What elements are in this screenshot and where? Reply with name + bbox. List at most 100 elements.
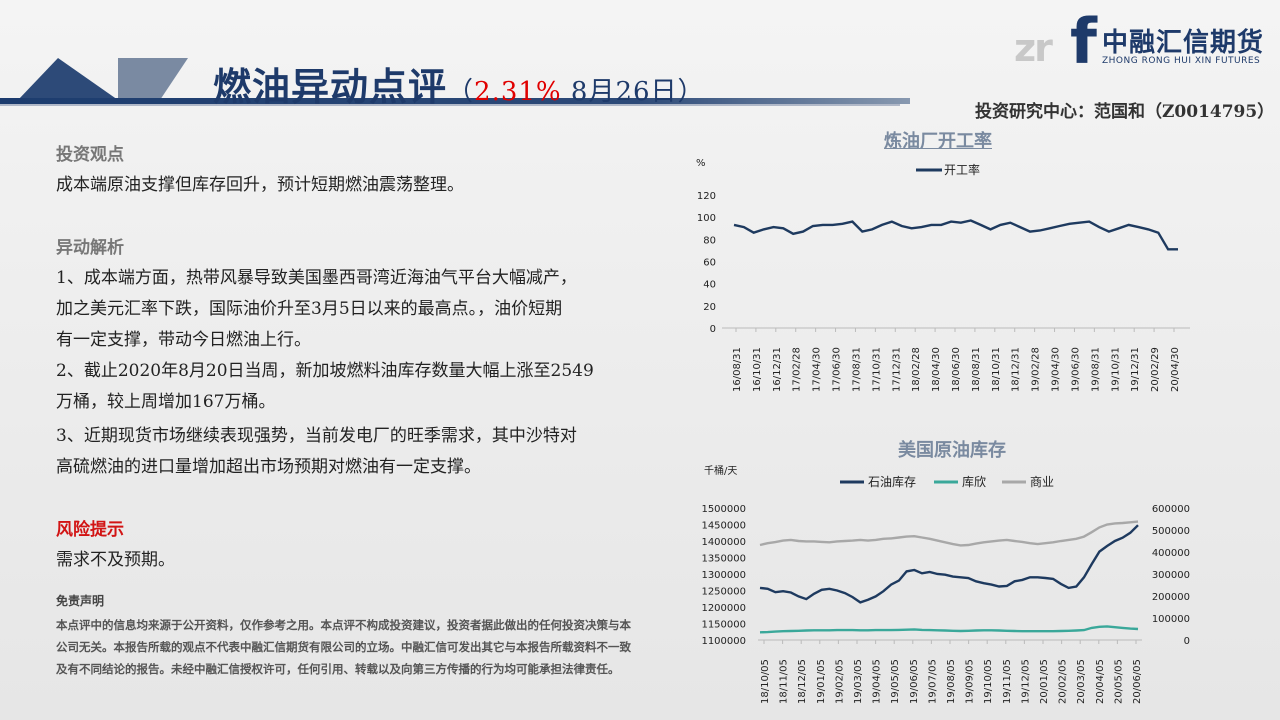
view-heading: 投资观点 [56,145,124,165]
chart1-xtick-label: 20/04/30 [1170,347,1181,392]
chart2-title: 美国原油库存 [898,440,1006,461]
disclaimer-heading: 免责声明 [56,594,105,608]
chart2-xtick-label: 19/01/05 [816,659,827,704]
chart1-xtick-label: 17/10/31 [871,347,882,392]
chart1-xtick-label: 19/08/31 [1090,347,1101,392]
chart2-xtick-label: 19/04/05 [872,659,883,704]
logo-f-mark: f [1070,5,1097,78]
chart2-xtick-label: 19/05/05 [890,659,901,704]
chart1-ytick-label: 40 [703,280,716,291]
chart1-xtick-label: 19/02/28 [1031,347,1042,392]
chart2-ytick-left-label: 1150000 [701,620,746,631]
title-main: 燃油异动点评 [213,64,448,109]
chart1-xtick-label: 19/12/31 [1130,347,1141,392]
chart1-series-line [733,219,1178,251]
chart2-series-line [759,520,1139,547]
analysis-line: 高硫燃油的进口量增加超出市场预期对燃油有一定支撑。 [56,457,481,477]
chart1-xtick-label: 17/08/31 [851,347,862,392]
chart1-xtick-label: 17/02/28 [792,347,803,392]
analysis-line: 1、成本端方面，热带风暴导致美国墨西哥湾近海油气平台大幅减产， [56,268,577,288]
logo-zr-mark: zr [1014,26,1053,70]
chart1-ytick-label: 60 [703,258,716,269]
chart2-ylabel: 千桶/天 [704,464,737,477]
header-triangle-dark [18,58,118,100]
header-triangle-light [118,58,188,100]
chart1-ytick-label: 80 [703,235,716,246]
title-percent: 2.31% [474,77,562,107]
chart1-xtick-label: 16/10/31 [752,347,763,392]
chart2-ytick-left-label: 1450000 [701,521,746,532]
chart2-ytick-right-label: 400000 [1152,548,1190,559]
chart2-ytick-right-label: 300000 [1152,570,1190,581]
title-open-paren: （ [447,77,475,107]
chart2-xtick-label: 20/04/05 [1095,659,1106,704]
chart1-xtick-label: 18/08/31 [971,347,982,392]
chart2-ytick-right-label: 200000 [1152,592,1190,603]
chart2-ytick-left-label: 1500000 [701,504,746,515]
chart2-ytick-right-label: 500000 [1152,526,1190,537]
chart2-xtick-label: 19/10/05 [983,659,994,704]
chart1-ytick-label: 0 [710,324,716,335]
chart2-series-line [759,625,1139,634]
chart2-xtick-label: 19/07/05 [927,659,938,704]
risk-heading: 风险提示 [56,520,124,540]
chart1-ytick-label: 100 [697,213,716,224]
chart1-xtick-label: 16/08/31 [732,347,743,392]
research-center: 投资研究中心：范国和（Z0014795） [975,102,1275,122]
chart2-xtick-label: 18/11/05 [779,659,790,704]
chart1-xtick-label: 18/06/30 [951,347,962,392]
analysis-line: 加之美元汇率下跌，国际油价升至3月5日以来的最高点。，油价短期 [56,299,563,319]
chart1-ylabel: % [696,158,706,169]
chart2-xtick-label: 20/05/05 [1113,659,1124,704]
chart1-xtick-label: 19/04/30 [1051,347,1062,392]
chart1-xtick-label: 17/06/30 [832,347,843,392]
chart2-xtick-label: 19/11/05 [1002,659,1013,704]
chart1-xtick-label: 19/10/31 [1110,347,1121,392]
chart2-ytick-right-label: 600000 [1152,504,1190,515]
chart2-ytick-left-label: 1300000 [701,570,746,581]
risk-text: 需求不及预期。 [56,550,175,570]
chart2-ytick-left-label: 1400000 [701,537,746,548]
view-text: 成本端原油支撑但库存回升，预计短期燃油震荡整理。 [56,175,464,195]
chart2-xtick-label: 18/12/05 [797,659,808,704]
analysis-line: 3、近期现货市场继续表现强势，当前发电厂的旺季需求，其中沙特对 [56,426,577,446]
analysis-line: 有一定支撑，带动今日燃油上行。 [56,330,311,350]
chart2-ytick-left-label: 1200000 [701,603,746,614]
logo-english-name: ZHONG RONG HUI XIN FUTURES [1102,56,1261,66]
chart2-ytick-left-label: 1250000 [701,587,746,598]
chart2-xtick-label: 19/08/05 [946,659,957,704]
chart2-xtick-label: 19/02/05 [834,659,845,704]
chart1-ytick-label: 120 [697,191,716,202]
chart2-xtick-label: 19/09/05 [965,659,976,704]
disclaimer-text: 本点评中的信息均来源于公开资料，仅作参考之用。本点评不构成投资建议，投资者据此做… [56,618,631,676]
analysis-heading: 异动解析 [56,238,124,258]
chart1-xtick-label: 20/02/29 [1150,347,1161,392]
refinery-utilization-chart: % 开工率 0 20 40 60 80 100 120 16/08/31 16/10/31 16/12… [696,158,1190,392]
chart2-legend-label: 商业 [1030,474,1054,489]
chart2-series-line [759,524,1139,604]
chart2-xtick-label: 19/03/05 [853,659,864,704]
analysis-line: 2、截止2020年8月20日当周，新加坡燃料油库存数量大幅上涨至2549 [56,361,594,381]
chart1-xtick-label: 17/04/30 [812,347,823,392]
analysis-line: 万桶，较上周增加167万桶。 [56,392,276,412]
chart2-legend-label: 库欣 [962,474,986,489]
chart1-xtick-label: 18/04/30 [931,347,942,392]
chart1-xtick-label: 18/02/28 [911,347,922,392]
chart1-title: 炼油厂开工率 [884,131,992,152]
chart2-xtick-label: 19/12/05 [1020,659,1031,704]
chart1-xtick-label: 16/12/31 [772,347,783,392]
chart2-ytick-right-label: 0 [1184,636,1190,647]
chart1-xtick-label: 18/12/31 [1011,347,1022,392]
chart2-legend-label: 石油库存 [868,474,916,489]
chart2-xtick-label: 20/03/05 [1076,659,1087,704]
header-bar [0,98,910,104]
chart2-ytick-left-label: 1100000 [701,636,746,647]
title-date: 8月26日） [561,77,705,107]
company-logo: zr f 中融汇信期货 ZHONG RONG HUI XIN FUTURES [1014,5,1274,78]
chart2-xtick-label: 20/02/05 [1058,659,1069,704]
chart1-xtick-label: 18/10/31 [991,347,1002,392]
chart2-ytick-left-label: 1350000 [701,554,746,565]
chart2-xtick-label: 19/06/05 [909,659,920,704]
